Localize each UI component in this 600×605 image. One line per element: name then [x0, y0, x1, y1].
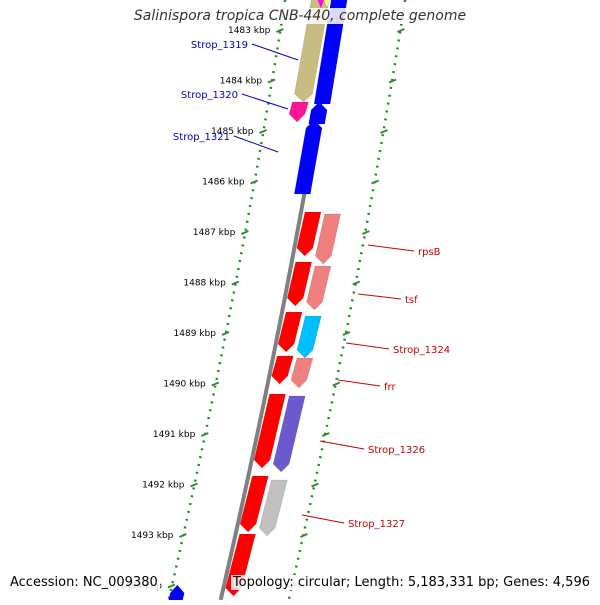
tick-mark: [267, 78, 276, 84]
cog-block: [296, 315, 322, 359]
outer-tick-mark: [361, 230, 370, 235]
tick-label: 1485 kbp: [211, 127, 254, 137]
cog-block: [272, 395, 306, 473]
tick-label: 1483 kbp: [228, 26, 271, 36]
gene-label: Strop_1327: [348, 519, 405, 530]
cog-block: [258, 479, 288, 537]
gene-label: Strop_1319: [191, 40, 248, 51]
callout-line: [319, 440, 365, 450]
outer-tick-mark: [396, 28, 405, 33]
callout-line: [251, 43, 299, 61]
tick-label: 1489 kbp: [174, 329, 217, 339]
cds-reverse: [271, 355, 294, 385]
tick-mark: [221, 331, 230, 336]
cds-reverse: [296, 211, 322, 257]
dotted-ring-outer: [287, 0, 407, 601]
tick-mark: [275, 28, 284, 33]
cds-reverse: [286, 261, 313, 307]
cog-block: [294, 0, 330, 103]
callout-line: [345, 342, 390, 350]
cog-block: [306, 265, 332, 311]
tick-mark: [178, 533, 187, 538]
cds-forward: [294, 119, 323, 195]
tick-mark: [240, 230, 249, 235]
tick-mark: [190, 482, 198, 488]
accession-label: Accession: NC_009380: [8, 575, 160, 590]
dotted-ring-inner: [167, 0, 287, 601]
callout-line: [301, 514, 345, 524]
outer-tick-mark: [332, 381, 341, 387]
cog-block: [290, 357, 314, 389]
gene-label: rpsB: [418, 247, 441, 258]
tick-mark: [259, 129, 267, 134]
gene-label: Strop_1320: [181, 90, 238, 101]
outer-tick-mark: [321, 432, 330, 437]
outer-tick-mark: [299, 533, 308, 538]
outer-tick-mark: [352, 280, 361, 286]
tick-label: 1492 kbp: [142, 481, 185, 491]
tick-mark: [167, 583, 176, 589]
cds-forward: [308, 101, 328, 125]
tick-label: 1491 kbp: [153, 430, 196, 440]
gene-label: Strop_1326: [368, 445, 425, 456]
cds-forward: [313, 0, 348, 105]
cog-block: [288, 101, 309, 123]
tick-mark: [200, 432, 209, 437]
topology-label: Topology: circular; Length: 5,183,331 bp…: [230, 575, 592, 590]
tick-label: 1488 kbp: [183, 279, 226, 289]
gene-label: Strop_1324: [393, 345, 450, 356]
cog-block: [323, 0, 331, 9]
gene-label: tsf: [405, 295, 418, 306]
tick-label: 1493 kbp: [131, 531, 174, 541]
outer-tick-mark: [371, 179, 379, 185]
callout-line: [367, 244, 415, 252]
cog-block: [317, 0, 325, 9]
tick-mark: [211, 381, 220, 387]
gene-label: Strop_1321: [173, 132, 230, 143]
gene-label: frr: [384, 382, 396, 393]
outer-tick-mark: [380, 129, 388, 134]
callout-line: [241, 93, 289, 110]
outer-tick-mark: [311, 482, 319, 488]
cds-reverse: [277, 311, 303, 353]
tick-label: 1487 kbp: [193, 228, 236, 238]
tick-label: 1490 kbp: [163, 380, 206, 390]
dotted-rings: [167, 0, 407, 601]
scale-ticks: 1483 kbp 1484 kbp 1485 kbp 1486 kbp 1487 kbp…: [120, 26, 405, 592]
callout-line: [233, 135, 279, 153]
map-title: Salinispora tropica CNB-440, complete ge…: [131, 8, 469, 24]
cds-reverse: [253, 393, 286, 469]
tick-label: 1484 kbp: [220, 77, 263, 87]
outer-tick-mark: [342, 331, 351, 336]
cog-block: [315, 213, 341, 265]
gene-callouts: Strop_1319 Strop_1320 Strop_1321 rpsB tsf Str…: [173, 40, 450, 530]
tick-mark: [231, 280, 240, 286]
callout-line: [337, 379, 381, 387]
tick-label: 1486 kbp: [202, 178, 245, 188]
cds-reverse: [239, 475, 269, 533]
outer-tick-mark: [388, 78, 397, 84]
tick-mark: [250, 179, 258, 185]
callout-line: [357, 293, 402, 300]
